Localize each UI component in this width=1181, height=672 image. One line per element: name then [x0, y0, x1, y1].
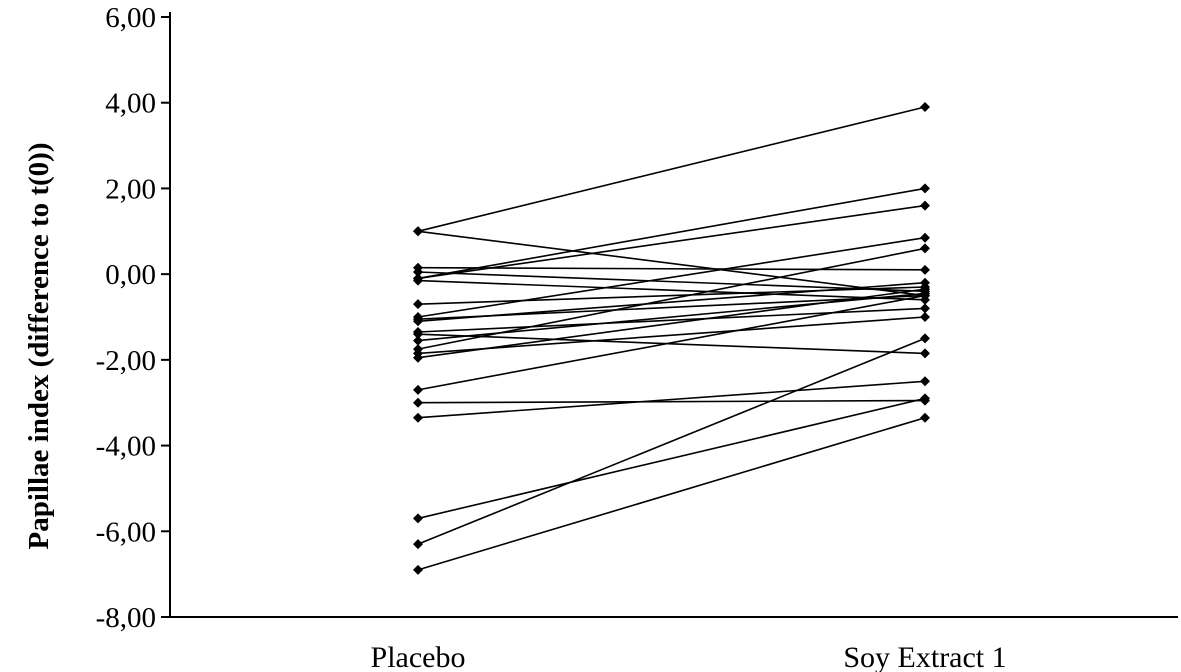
data-point-marker: [413, 275, 423, 286]
series-line: [417, 337, 926, 545]
y-tick-label: -6,00: [96, 516, 156, 548]
data-point-marker: [413, 513, 423, 524]
data-point-marker: [920, 183, 930, 194]
data-point-marker: [920, 200, 930, 211]
series-line: [417, 230, 926, 297]
data-point-marker: [920, 284, 930, 295]
data-point-marker: [920, 290, 930, 301]
series-line: [417, 333, 926, 355]
series-line: [417, 307, 926, 333]
data-point-marker: [413, 352, 423, 363]
data-point-marker: [413, 329, 423, 340]
data-point-marker: [413, 412, 423, 423]
x-category-label: Placebo: [371, 641, 466, 672]
series-line: [417, 247, 926, 350]
data-point-marker: [920, 243, 930, 254]
y-tick-label: 0,00: [105, 259, 156, 291]
data-point-marker: [920, 102, 930, 112]
data-point-marker: [920, 333, 930, 344]
x-category-label: Soy Extract 1: [843, 641, 1006, 672]
y-tick-label: -8,00: [96, 602, 156, 634]
data-point-marker: [920, 376, 930, 387]
series-line: [417, 399, 926, 404]
data-point-marker: [413, 539, 423, 550]
data-point-marker: [413, 397, 423, 408]
data-point-marker: [920, 277, 930, 288]
series-line: [417, 281, 926, 323]
series-layer: [413, 102, 930, 575]
data-point-marker: [413, 335, 423, 346]
series-line: [417, 279, 926, 301]
y-tick-label: 2,00: [105, 173, 156, 205]
series-line: [417, 106, 926, 233]
data-point-marker: [413, 384, 423, 395]
series-line: [417, 316, 926, 355]
y-tick-label: 4,00: [105, 88, 156, 120]
y-tick-label: -4,00: [96, 431, 156, 463]
category-labels: Placebo Soy Extract 1: [371, 641, 1007, 672]
series-line: [417, 236, 926, 318]
y-tick-label: -2,00: [96, 345, 156, 377]
data-point-marker: [413, 267, 423, 277]
data-point-marker: [920, 232, 930, 243]
data-point-marker: [920, 312, 930, 322]
data-point-marker: [413, 316, 423, 327]
series-line: [417, 271, 926, 293]
y-axis-title: Papillae index (difference to t(0)): [23, 143, 55, 550]
y-tick-label: 6,00: [105, 2, 156, 34]
series-line: [417, 380, 926, 419]
data-point-marker: [920, 348, 930, 359]
y-ticks: 6,00 4,00 2,00 0,00 -2,00 -4,00 -6,00 -8,00: [96, 2, 170, 634]
data-point-marker: [920, 412, 930, 423]
data-point-marker: [413, 226, 423, 237]
data-point-marker: [413, 299, 423, 310]
series-line: [417, 266, 926, 271]
series-line: [417, 204, 926, 280]
data-point-marker: [413, 564, 423, 575]
data-point-marker: [920, 303, 930, 314]
data-point-marker: [920, 264, 930, 275]
series-line: [417, 397, 926, 520]
series-line: [417, 187, 926, 280]
data-point-marker: [920, 393, 930, 404]
series-line: [417, 288, 926, 359]
series-line: [417, 416, 926, 571]
series-line: [417, 294, 926, 391]
